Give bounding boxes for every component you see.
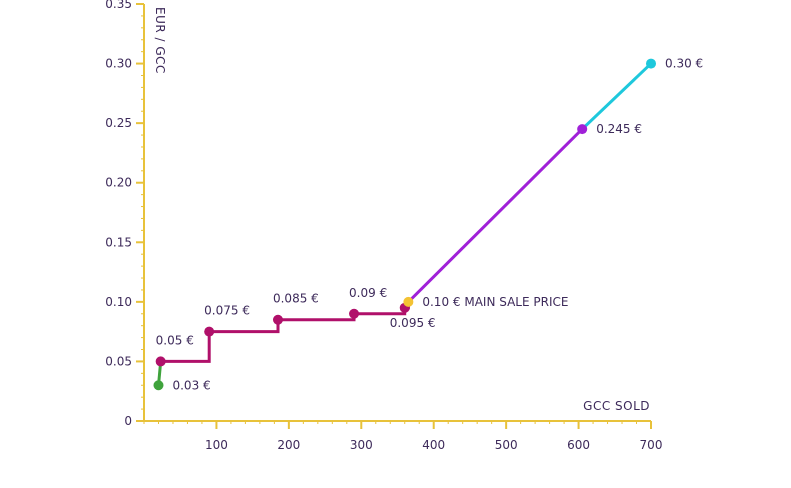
y-tick-label: 0.05 xyxy=(105,354,132,368)
y-tick-label: 0 xyxy=(124,414,132,428)
x-tick-label: 600 xyxy=(567,438,590,452)
y-tick-label: 0.25 xyxy=(105,116,132,130)
data-label: 0.30 € xyxy=(665,57,703,71)
series-line xyxy=(581,62,653,131)
data-point xyxy=(204,326,215,337)
x-tick-label: 300 xyxy=(350,438,373,452)
data-point xyxy=(349,308,360,319)
data-label: 0.075 € xyxy=(204,304,250,318)
x-tick-label: 200 xyxy=(277,438,300,452)
y-tick-label: 0.15 xyxy=(105,235,132,249)
axes-layer: 0 0.05 0.10 0.15 0.20 0.25 0.30 0.35 100 200 300 40… xyxy=(104,0,664,454)
y-tick-label: 0.30 xyxy=(105,57,132,71)
points-layer xyxy=(153,58,656,391)
y-tick-label: 0.35 xyxy=(105,0,132,11)
series-layer xyxy=(157,62,653,386)
labels-layer: 0.03 € 0.05 € 0.075 € 0.085 € 0.09 € 0.095 € 0… xyxy=(154,55,705,394)
data-point xyxy=(577,124,588,135)
data-point xyxy=(153,380,164,391)
x-tick-label: 400 xyxy=(422,438,445,452)
series-line xyxy=(407,128,584,303)
series-line xyxy=(160,301,410,363)
data-point xyxy=(272,314,283,325)
data-label: 0.05 € xyxy=(156,333,194,347)
data-label: 0.09 € xyxy=(349,286,387,300)
data-label: 0.095 € xyxy=(390,316,436,330)
x-tick-label: 100 xyxy=(205,438,228,452)
data-label: 0.085 € xyxy=(273,292,319,306)
x-tick-label: 700 xyxy=(640,438,663,452)
data-point xyxy=(646,58,656,69)
data-label: 0.10 € MAIN SALE PRICE xyxy=(422,295,568,309)
data-point xyxy=(155,356,166,367)
data-point xyxy=(403,296,414,307)
data-label: 0.03 € xyxy=(172,378,210,392)
y-axis-title: EUR / GCC xyxy=(153,7,167,74)
data-label: 0.245 € xyxy=(596,122,642,136)
y-tick-label: 0.10 xyxy=(105,295,132,309)
y-tick-label: 0.20 xyxy=(105,176,132,190)
x-tick-label: 500 xyxy=(495,438,518,452)
x-axis-title: GCC SOLD xyxy=(583,399,650,413)
